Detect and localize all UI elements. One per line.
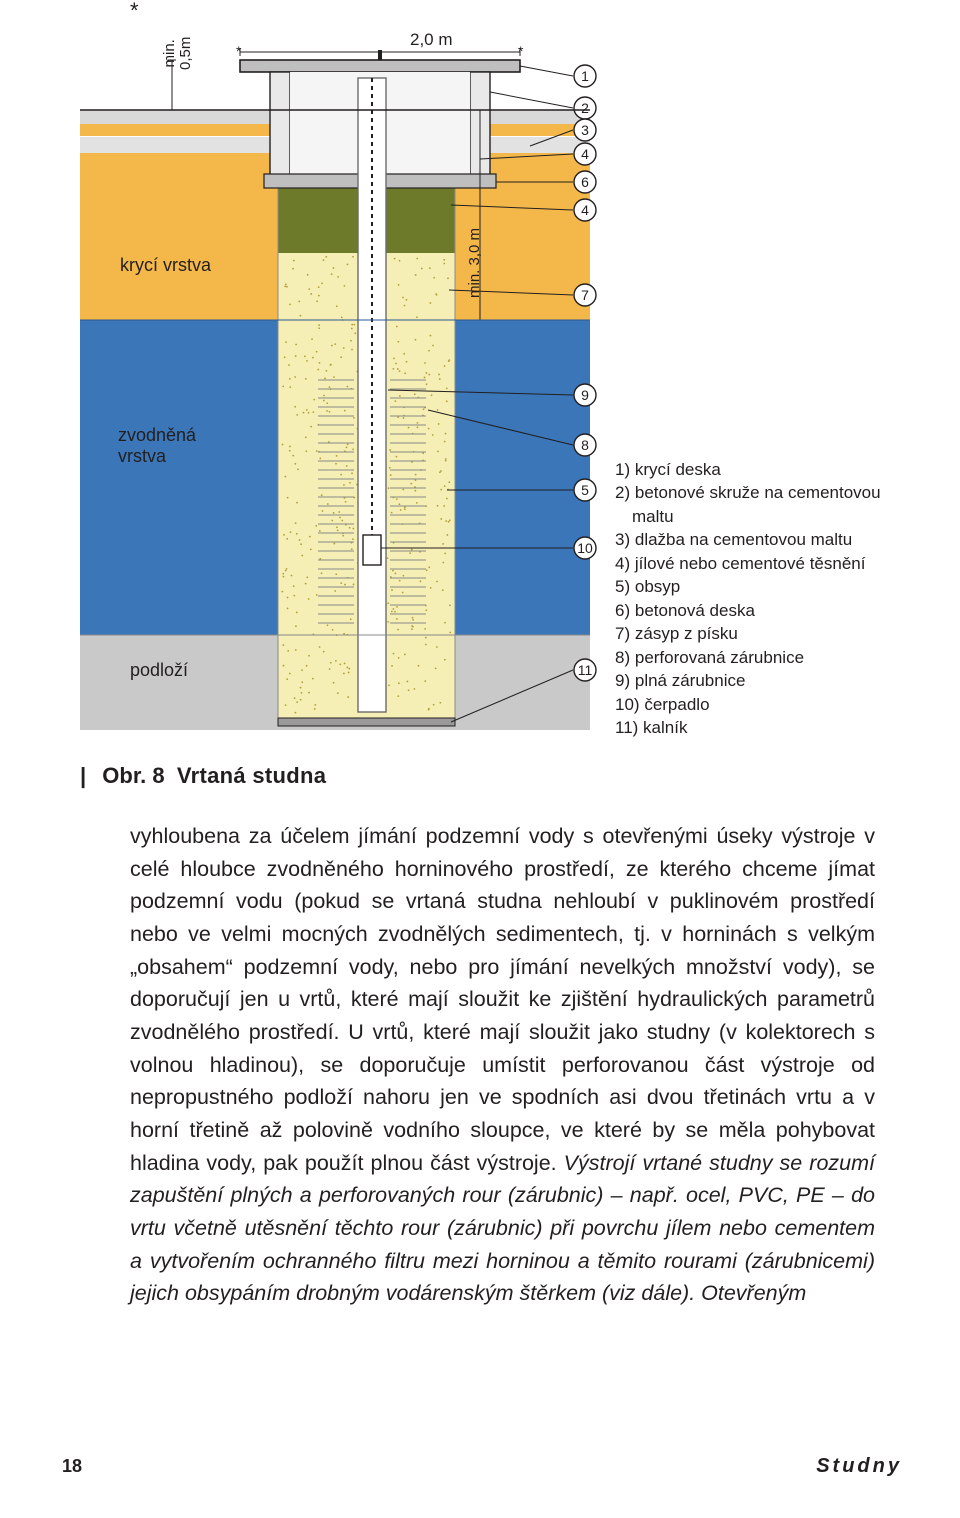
label-kryci-vrstva: krycí vrstva xyxy=(120,255,211,276)
svg-text:*: * xyxy=(518,43,524,59)
legend-item: 1) krycí deska xyxy=(615,458,915,481)
svg-text:1: 1 xyxy=(581,68,589,84)
page: 1 2 3 4 6 4 7 9 8 5 10 11 * * * 2,0 m min. 0,5m min. … xyxy=(0,0,960,1518)
svg-text:11: 11 xyxy=(578,662,593,678)
legend-item: 4) jílové nebo cementové těsnění xyxy=(615,552,915,575)
legend-item: 8) perforovaná zárubnice xyxy=(615,646,915,669)
legend-item: 9) plná zárubnice xyxy=(615,669,915,692)
body-text: vyhloubena za účelem jímání podzemní vod… xyxy=(130,820,875,1310)
svg-text:5: 5 xyxy=(581,482,589,498)
label-podlozi: podloží xyxy=(130,660,188,681)
section-title: Studny xyxy=(816,1455,902,1478)
legend-item: 3) dlažba na cementovou maltu xyxy=(615,528,915,551)
svg-text:8: 8 xyxy=(581,437,589,453)
legend-item: 11) kalník xyxy=(615,716,915,739)
legend-item: 10) čerpadlo xyxy=(615,693,915,716)
figure-caption: | Obr. 8 Vrtaná studna xyxy=(80,763,326,789)
svg-text:9: 9 xyxy=(581,387,589,403)
figure-legend: 1) krycí deska 2) betonové skruže na cem… xyxy=(615,458,915,739)
dim-top-width: 2,0 m xyxy=(410,30,453,50)
svg-text:10: 10 xyxy=(577,540,593,556)
dim-left-height: min. 0,5m xyxy=(162,37,194,70)
legend-item: 6) betonová deska xyxy=(615,599,915,622)
dim-inner-depth: min. 3,0 m xyxy=(466,228,483,298)
svg-text:6: 6 xyxy=(581,174,589,190)
page-number: 18 xyxy=(62,1456,82,1477)
page-footer: 18 Studny xyxy=(62,1455,902,1478)
svg-text:2: 2 xyxy=(581,100,589,116)
figure-vrtana-studna: 1 2 3 4 6 4 7 9 8 5 10 11 * * * 2,0 m min. 0,5m min. … xyxy=(60,0,900,760)
label-zvodnena-vrstva: zvodněná vrstva xyxy=(118,425,196,467)
legend-item: 5) obsyp xyxy=(615,575,915,598)
legend-item: 7) zásyp z písku xyxy=(615,622,915,645)
svg-text:*: * xyxy=(236,43,242,59)
asterisk-mark: * xyxy=(130,0,139,24)
svg-text:4: 4 xyxy=(581,202,589,218)
legend-item: 2) betonové skruže na cementovou maltu xyxy=(632,481,915,528)
caption-title: Vrtaná studna xyxy=(177,763,326,788)
caption-number: Obr. 8 xyxy=(102,763,164,788)
svg-text:7: 7 xyxy=(581,287,589,303)
svg-text:4: 4 xyxy=(581,146,589,162)
svg-text:3: 3 xyxy=(581,122,589,138)
body-regular: vyhloubena za účelem jímání podzemní vod… xyxy=(130,824,875,1175)
